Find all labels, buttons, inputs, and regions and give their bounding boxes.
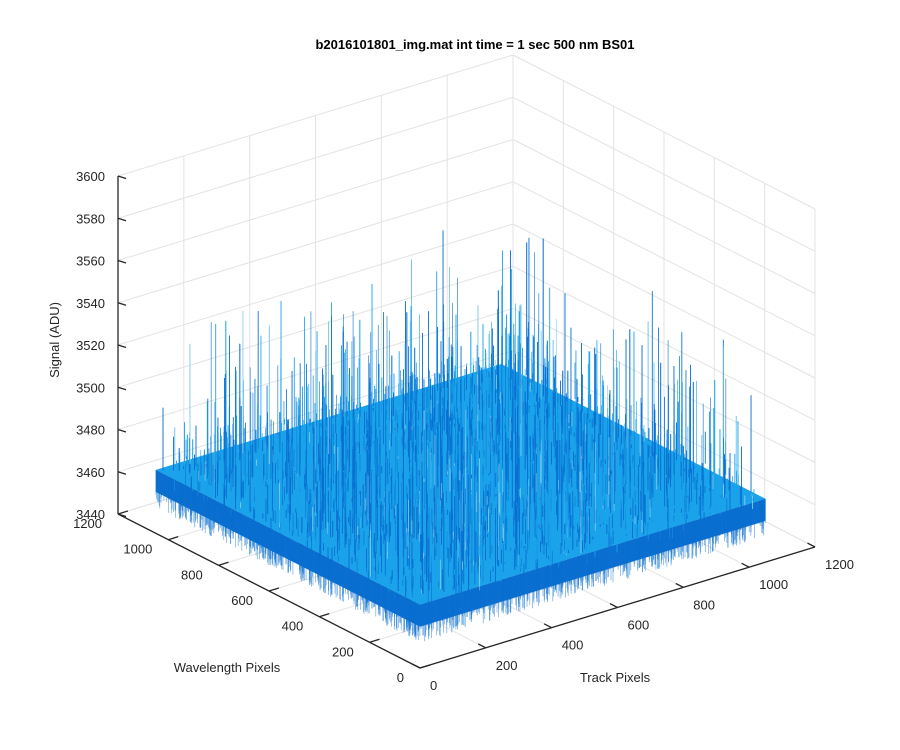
side-wall-grid-z [512,223,816,379]
side-wall-grid-z [512,139,816,294]
side-wall-grid-z [512,96,816,252]
side-wall-grid-z [512,54,816,210]
side-wall-grid-z [512,308,816,463]
back-wall-grid-z [117,139,514,261]
side-wall-grid-z [512,181,816,337]
signal-surface [155,230,766,642]
side-wall-grid-z [512,265,816,421]
back-wall-grid-z [117,181,514,304]
side-wall-grid-z [512,350,816,506]
back-wall-grid-z [117,265,514,388]
back-wall-grid-z [117,223,514,346]
back-wall-grid-z [117,96,514,219]
back-wall-grid-z [117,54,514,177]
